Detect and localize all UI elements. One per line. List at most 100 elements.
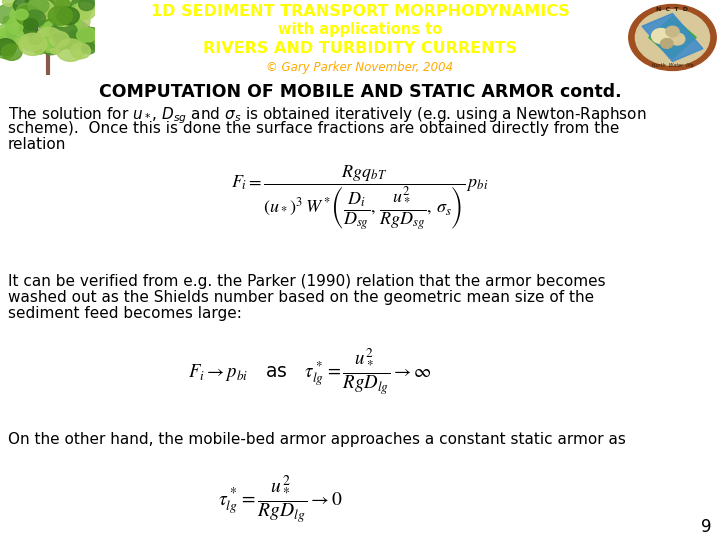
Text: RIVERS AND TURBIDITY CURRENTS: RIVERS AND TURBIDITY CURRENTS — [203, 41, 517, 56]
Circle shape — [56, 19, 66, 26]
Circle shape — [63, 35, 81, 49]
Circle shape — [57, 9, 68, 18]
Circle shape — [20, 30, 38, 43]
Text: COMPUTATION OF MOBILE AND STATIC ARMOR contd.: COMPUTATION OF MOBILE AND STATIC ARMOR c… — [99, 83, 621, 101]
Circle shape — [33, 44, 46, 54]
Circle shape — [45, 27, 53, 33]
Circle shape — [13, 0, 31, 12]
Circle shape — [55, 18, 71, 31]
Text: relation: relation — [8, 137, 66, 152]
Circle shape — [37, 11, 65, 32]
Circle shape — [666, 26, 679, 37]
Circle shape — [19, 21, 33, 32]
Text: washed out as the Shields number based on the geometric mean size of the: washed out as the Shields number based o… — [8, 290, 594, 305]
Circle shape — [1, 44, 22, 60]
Circle shape — [48, 6, 73, 25]
Circle shape — [39, 36, 63, 55]
Ellipse shape — [629, 4, 716, 70]
Circle shape — [58, 36, 70, 45]
Circle shape — [77, 28, 96, 43]
Circle shape — [51, 48, 60, 54]
Text: $F_i \rightarrow p_{bi}$   as   $\tau^*_{lg} = \dfrac{u_*^2}{RgD_{lg}} \rightarr: $F_i \rightarrow p_{bi}$ as $\tau^*_{lg}… — [189, 347, 432, 397]
Circle shape — [0, 39, 17, 56]
Circle shape — [24, 18, 38, 30]
Circle shape — [6, 30, 16, 38]
Circle shape — [17, 3, 34, 17]
Text: On the other hand, the mobile-bed armor approaches a constant static armor as: On the other hand, the mobile-bed armor … — [8, 432, 626, 447]
Circle shape — [54, 0, 74, 15]
Circle shape — [0, 4, 23, 25]
Circle shape — [73, 0, 98, 11]
Circle shape — [42, 26, 55, 36]
Circle shape — [57, 28, 77, 43]
Circle shape — [0, 24, 14, 37]
Text: N  C  T  D: N C T D — [657, 7, 688, 12]
Circle shape — [1, 29, 17, 42]
Circle shape — [37, 31, 65, 52]
Circle shape — [14, 9, 28, 20]
Circle shape — [58, 14, 81, 32]
Circle shape — [661, 38, 673, 49]
Polygon shape — [649, 17, 696, 58]
Circle shape — [54, 21, 63, 28]
Circle shape — [81, 43, 96, 54]
Circle shape — [58, 0, 84, 14]
Circle shape — [16, 6, 41, 26]
Circle shape — [71, 0, 92, 14]
Circle shape — [49, 32, 72, 50]
Text: $\tau^*_{lg} = \dfrac{u_*^2}{RgD_{lg}} \rightarrow 0$: $\tau^*_{lg} = \dfrac{u_*^2}{RgD_{lg}} \… — [217, 474, 342, 526]
Text: © Gary Parker November, 2004: © Gary Parker November, 2004 — [266, 61, 454, 74]
Text: The solution for $u_*$, $D_{sg}$ and $\sigma_s$ is obtained iteratively (e.g. us: The solution for $u_*$, $D_{sg}$ and $\s… — [8, 105, 647, 126]
Circle shape — [652, 29, 670, 44]
Circle shape — [25, 0, 48, 12]
Circle shape — [70, 3, 91, 20]
Circle shape — [35, 28, 63, 50]
Circle shape — [50, 22, 78, 43]
Circle shape — [29, 33, 42, 45]
Circle shape — [43, 19, 55, 28]
Circle shape — [76, 28, 104, 50]
Circle shape — [6, 17, 29, 35]
Text: scheme).  Once this is done the surface fractions are obtained directly from the: scheme). Once this is done the surface f… — [8, 121, 619, 136]
Circle shape — [11, 23, 19, 30]
Circle shape — [74, 3, 96, 20]
Text: North  Water  life: North Water life — [652, 64, 693, 69]
Circle shape — [2, 0, 15, 6]
Circle shape — [24, 10, 45, 27]
Circle shape — [29, 0, 54, 19]
Circle shape — [57, 7, 79, 25]
Circle shape — [14, 37, 27, 49]
Circle shape — [56, 39, 85, 62]
Polygon shape — [642, 14, 703, 62]
Circle shape — [49, 31, 69, 47]
Circle shape — [29, 0, 42, 10]
Circle shape — [22, 36, 42, 51]
Circle shape — [670, 33, 685, 45]
Text: 1D SEDIMENT TRANSPORT MORPHODYNAMICS: 1D SEDIMENT TRANSPORT MORPHODYNAMICS — [150, 4, 570, 19]
Circle shape — [68, 12, 90, 30]
Circle shape — [9, 5, 34, 25]
Circle shape — [53, 31, 63, 39]
Circle shape — [60, 19, 69, 26]
Text: sediment feed becomes large:: sediment feed becomes large: — [8, 306, 242, 321]
Circle shape — [40, 37, 55, 49]
Circle shape — [51, 25, 60, 33]
Circle shape — [0, 44, 14, 58]
Circle shape — [33, 1, 48, 12]
Circle shape — [47, 0, 71, 16]
Ellipse shape — [636, 10, 709, 65]
Circle shape — [51, 14, 59, 20]
Circle shape — [19, 33, 47, 56]
Text: $F_i = \dfrac{Rgq_{bT}}{(u_*)^3\,W^*\!\left(\dfrac{D_i}{D_{sg}},\,\dfrac{u_*^2}{: $F_i = \dfrac{Rgq_{bT}}{(u_*)^3\,W^*\!\l… — [231, 165, 489, 233]
Circle shape — [22, 35, 33, 44]
Text: It can be verified from e.g. the Parker (1990) relation that the armor becomes: It can be verified from e.g. the Parker … — [8, 274, 606, 289]
Circle shape — [0, 35, 12, 45]
Circle shape — [24, 25, 37, 36]
Circle shape — [27, 33, 50, 52]
Circle shape — [69, 30, 78, 38]
Text: with applications to: with applications to — [278, 23, 442, 37]
Circle shape — [42, 0, 55, 10]
Circle shape — [14, 8, 37, 26]
Text: 9: 9 — [701, 518, 712, 536]
Circle shape — [3, 16, 14, 25]
